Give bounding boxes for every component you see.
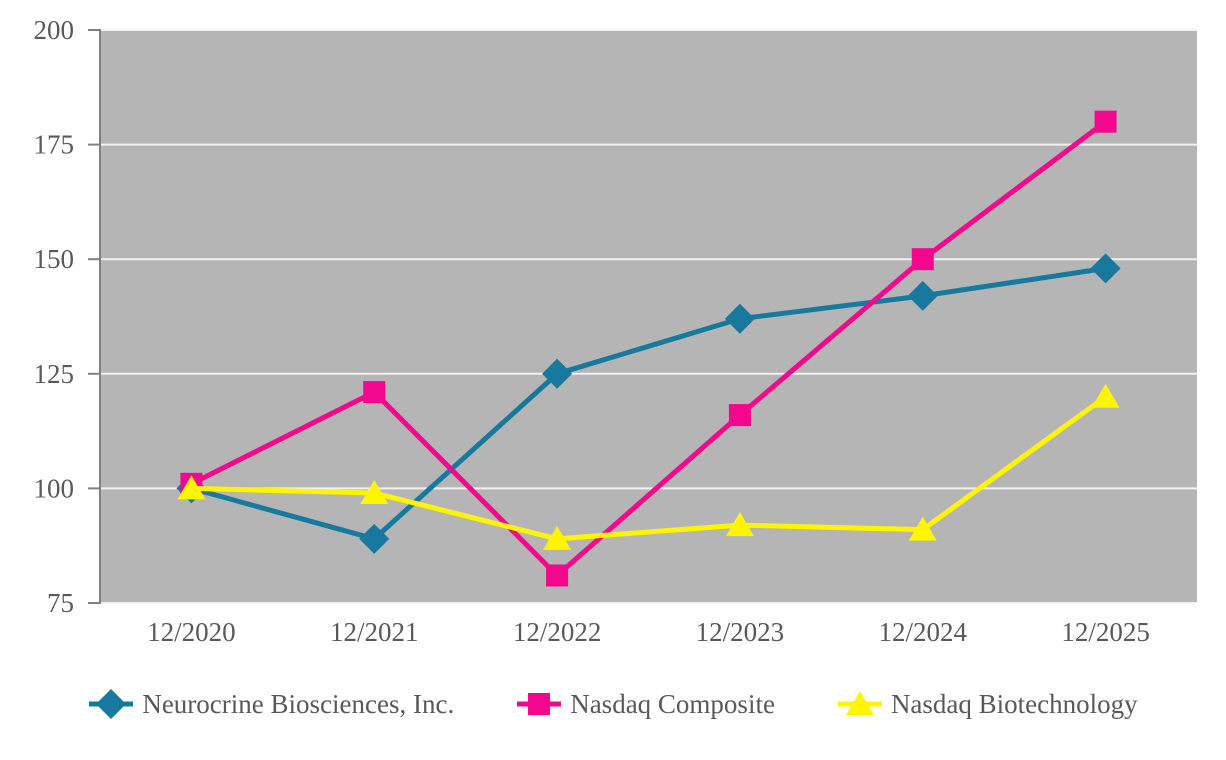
legend-item-nasdaq-composite: Nasdaq Composite: [516, 688, 775, 720]
svg-text:150: 150: [34, 244, 75, 274]
legend-label-nasdaq-composite: Nasdaq Composite: [570, 688, 775, 719]
svg-text:12/2023: 12/2023: [696, 617, 785, 647]
legend-triangle-marker-icon: [837, 691, 882, 715]
legend-square-marker-icon: [517, 693, 562, 715]
svg-text:12/2024: 12/2024: [878, 617, 967, 647]
svg-text:75: 75: [47, 588, 74, 618]
svg-text:12/2020: 12/2020: [147, 617, 236, 647]
svg-text:200: 200: [34, 15, 75, 45]
svg-text:12/2022: 12/2022: [513, 617, 602, 647]
svg-text:12/2021: 12/2021: [330, 617, 419, 647]
svg-text:12/2025: 12/2025: [1061, 617, 1150, 647]
legend-label-neurocrine: Neurocrine Biosciences, Inc.: [142, 688, 455, 719]
svg-text:100: 100: [34, 473, 75, 503]
svg-text:125: 125: [34, 359, 75, 389]
legend-item-nasdaq-biotechnology: Nasdaq Biotechnology: [837, 688, 1138, 720]
line-chart-plot: 75 100 125 150 175 200 12/2020 12/2021 12/2022 12…: [34, 15, 1197, 647]
legend-diamond-marker-icon: [89, 689, 134, 719]
chart-legend: Neurocrine Biosciences, Inc. Nasdaq Comp…: [0, 678, 1226, 730]
legend-item-neurocrine: Neurocrine Biosciences, Inc.: [88, 688, 454, 720]
legend-label-nasdaq-biotechnology: Nasdaq Biotechnology: [890, 688, 1138, 719]
svg-text:175: 175: [34, 130, 75, 160]
